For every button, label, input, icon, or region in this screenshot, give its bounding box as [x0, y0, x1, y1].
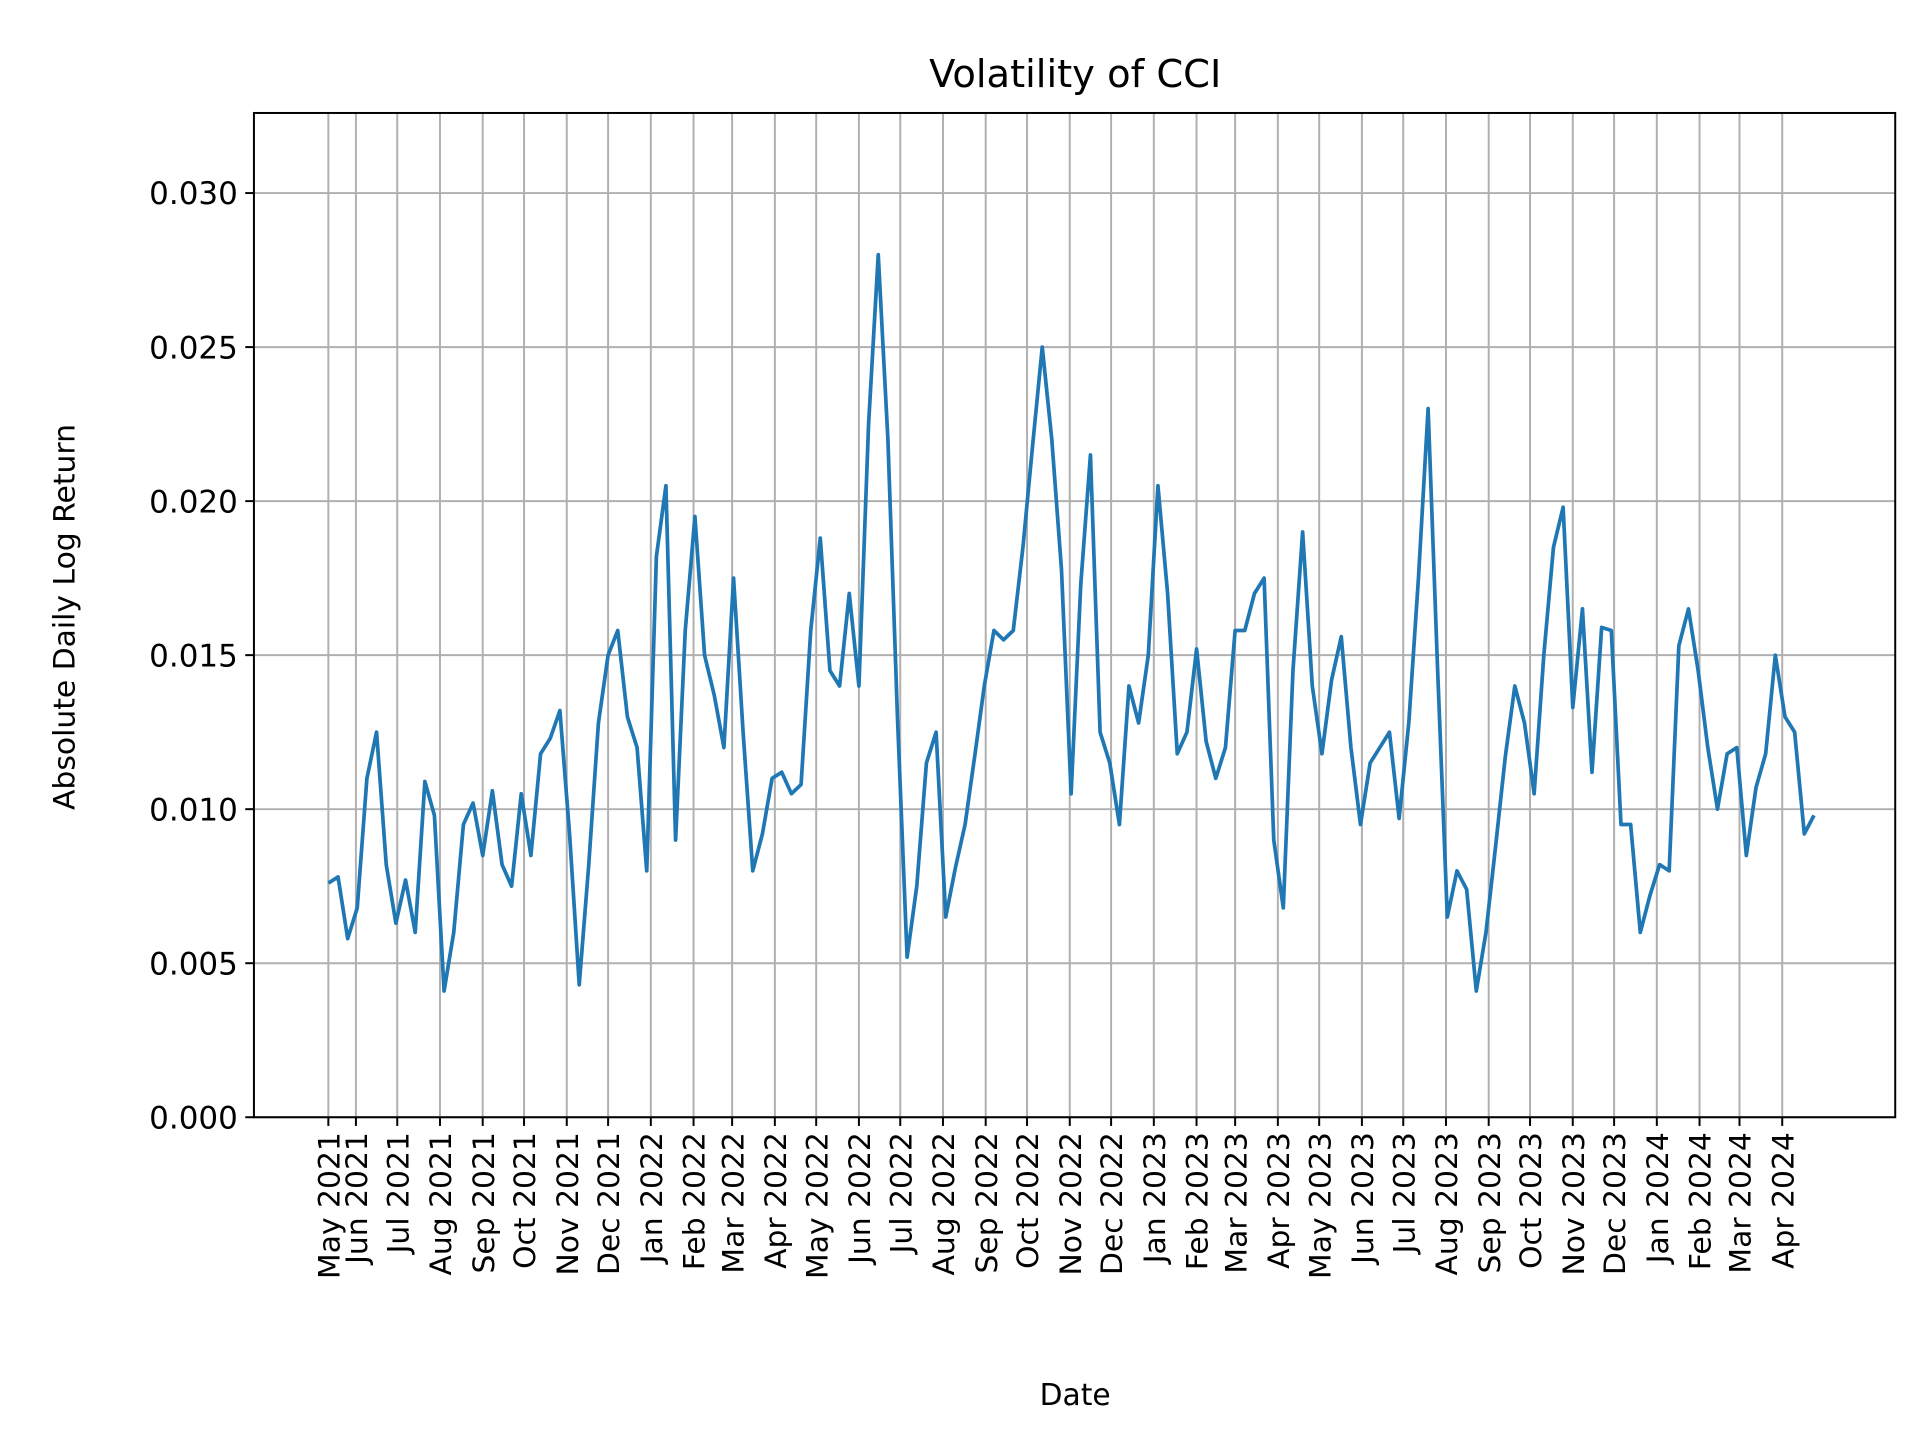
x-tick-label: Nov 2023 — [1557, 1132, 1592, 1275]
x-tick-label: Jun 2022 — [843, 1132, 878, 1266]
x-tick-label: Jan 2023 — [1138, 1132, 1173, 1265]
x-tick-label: Jan 2022 — [635, 1132, 670, 1265]
x-tick-label: Mar 2022 — [716, 1132, 751, 1273]
x-tick-label: Nov 2021 — [551, 1132, 586, 1275]
plot-frame — [252, 111, 1897, 1119]
x-tick-label: Jul 2023 — [1387, 1132, 1422, 1255]
x-tick-label: Oct 2023 — [1514, 1132, 1549, 1269]
x-tick-label: Apr 2023 — [1262, 1132, 1297, 1269]
x-tick-label: Jul 2022 — [884, 1132, 919, 1255]
x-tick-label: Dec 2023 — [1598, 1132, 1633, 1275]
x-tick-label: Jul 2021 — [381, 1132, 416, 1255]
y-tick-label: 0.010 — [149, 792, 238, 828]
x-tick-label: Dec 2022 — [1095, 1132, 1130, 1275]
x-tick-label: Jan 2024 — [1641, 1132, 1676, 1265]
y-tick-label: 0.015 — [149, 638, 238, 674]
x-tick-label: Dec 2021 — [592, 1132, 627, 1275]
x-tick-label: Sep 2023 — [1473, 1132, 1508, 1273]
chart-title: Volatility of CCI — [929, 52, 1221, 97]
y-axis: 0.000 0.005 0.010 0.015 0.020 0.025 0.030 — [149, 176, 254, 1136]
x-tick-label: Aug 2022 — [927, 1132, 962, 1275]
y-axis-label: Absolute Daily Log Return — [47, 424, 82, 810]
x-tick-label: Mar 2023 — [1219, 1132, 1254, 1273]
y-tick-label: 0.005 — [149, 946, 238, 982]
x-tick-label: Aug 2023 — [1430, 1132, 1465, 1275]
x-tick-label: May 2022 — [800, 1132, 835, 1279]
x-tick-label: Feb 2023 — [1181, 1132, 1216, 1270]
x-tick-label: Jun 2021 — [340, 1132, 375, 1266]
y-tick-label: 0.030 — [149, 176, 238, 212]
x-tick-label: Sep 2022 — [970, 1132, 1005, 1273]
x-tick-label: Oct 2021 — [508, 1132, 543, 1269]
x-tick-label: Feb 2024 — [1684, 1132, 1719, 1270]
x-tick-label: Sep 2021 — [467, 1132, 502, 1273]
volatility-line — [327, 252, 1816, 993]
x-axis-label: Date — [1040, 1378, 1111, 1413]
x-tick-label: Aug 2021 — [424, 1132, 459, 1275]
x-tick-label: Oct 2022 — [1011, 1132, 1046, 1269]
x-tick-label: Jun 2023 — [1346, 1132, 1381, 1266]
x-tick-label: May 2021 — [313, 1132, 348, 1279]
y-tick-label: 0.020 — [149, 484, 238, 520]
y-tick-label: 0.025 — [149, 330, 238, 366]
x-tick-label: Apr 2022 — [759, 1132, 794, 1269]
x-tick-label: Apr 2024 — [1766, 1132, 1801, 1269]
x-tick-label: May 2023 — [1303, 1132, 1338, 1279]
y-tick-label: 0.000 — [149, 1100, 238, 1136]
x-tick-label: Nov 2022 — [1054, 1132, 1089, 1275]
x-tick-label: Mar 2024 — [1724, 1132, 1759, 1273]
x-tick-label: Feb 2022 — [678, 1132, 713, 1270]
